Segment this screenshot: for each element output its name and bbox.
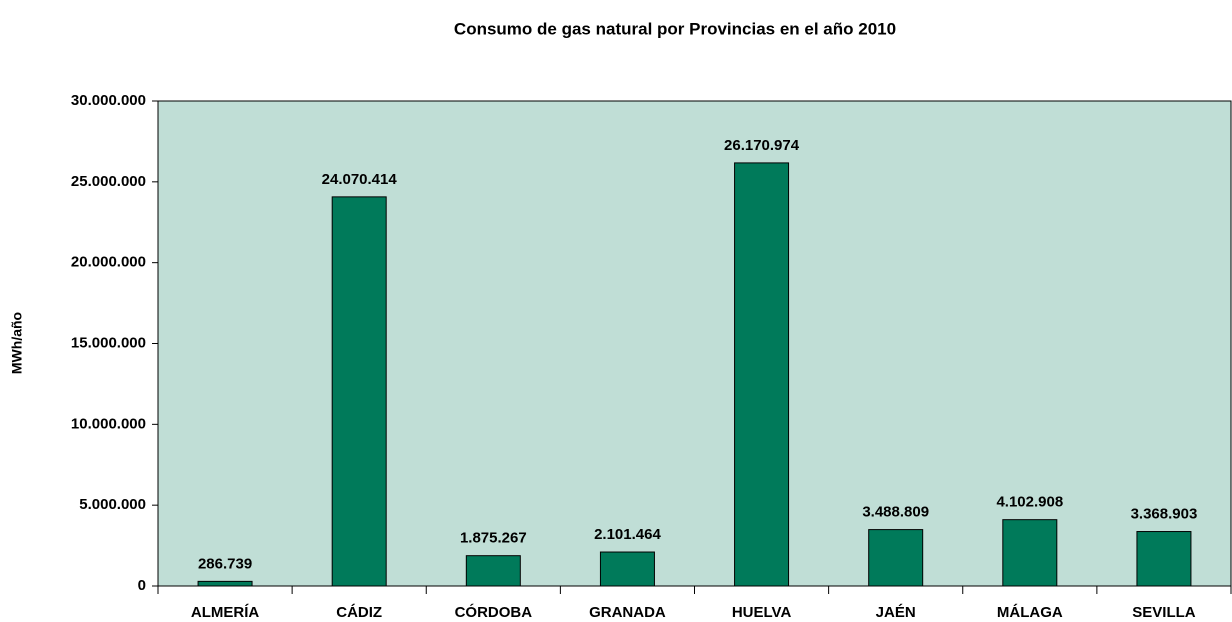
bar bbox=[1002, 519, 1058, 587]
y-tick-label: 5.000.000 bbox=[79, 496, 146, 513]
y-tick-label: 10.000.000 bbox=[71, 415, 146, 432]
bar bbox=[197, 580, 253, 587]
bar bbox=[734, 162, 790, 587]
x-tick-label: GRANADA bbox=[589, 604, 666, 621]
y-axis-label: MWh/año bbox=[9, 312, 25, 374]
bar bbox=[868, 529, 924, 587]
y-tick-label: 30.000.000 bbox=[71, 92, 146, 109]
y-tick-label: 25.000.000 bbox=[71, 173, 146, 190]
bar bbox=[599, 551, 655, 587]
x-tick-label: CÁDIZ bbox=[336, 604, 382, 621]
x-tick-label: HUELVA bbox=[732, 604, 792, 621]
x-tick-label: MÁLAGA bbox=[997, 604, 1063, 621]
x-tick-label: SEVILLA bbox=[1132, 604, 1196, 621]
value-label: 24.070.414 bbox=[322, 171, 398, 188]
value-label: 286.739 bbox=[198, 555, 252, 572]
chart-title: Consumo de gas natural por Provincias en… bbox=[454, 19, 896, 38]
value-label: 3.368.903 bbox=[1131, 506, 1198, 523]
value-label: 3.488.809 bbox=[862, 504, 929, 521]
value-label: 2.101.464 bbox=[594, 526, 661, 543]
value-label: 4.102.908 bbox=[996, 494, 1063, 511]
x-tick-label: CÓRDOBA bbox=[455, 603, 533, 621]
y-tick-label: 0 bbox=[138, 577, 146, 594]
bar bbox=[1136, 531, 1192, 587]
bar bbox=[331, 196, 387, 587]
value-label: 26.170.974 bbox=[724, 137, 800, 154]
bar bbox=[465, 555, 521, 587]
y-tick-label: 20.000.000 bbox=[71, 254, 146, 271]
plot-area bbox=[157, 100, 1232, 587]
x-tick-label: ALMERÍA bbox=[191, 604, 259, 621]
y-tick-label: 15.000.000 bbox=[71, 334, 146, 351]
value-label: 1.875.267 bbox=[460, 530, 527, 547]
x-tick-label: JAÉN bbox=[876, 604, 916, 621]
